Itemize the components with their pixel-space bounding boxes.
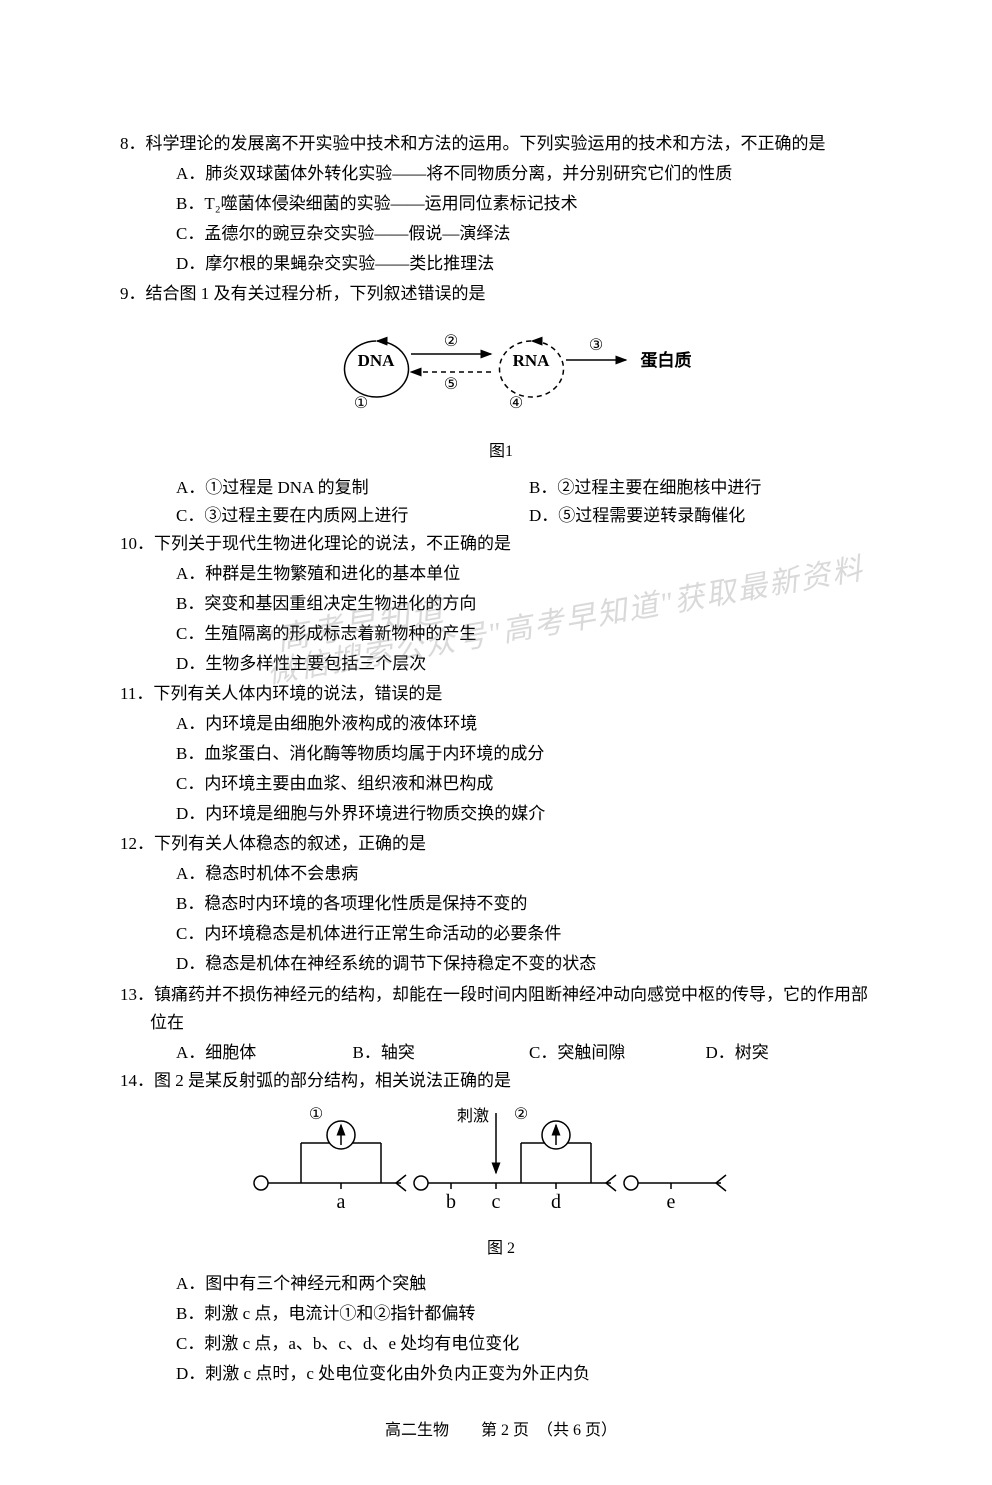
q11-stem: 11．下列有关人体内环境的说法，错误的是: [120, 680, 882, 708]
q9-opt-d: D．⑤过程需要逆转录酶催化: [529, 502, 882, 530]
q13-opt-b: B．轴突: [353, 1039, 530, 1067]
q13-opt-c: C．突触间隙: [529, 1039, 706, 1067]
q13-stem: 13．镇痛药并不损伤神经元的结构，却能在一段时间内阻断神经冲动向感觉中枢的传导，…: [120, 981, 882, 1037]
q8-opt-a: A．肺炎双球菌体外转化实验——将不同物质分离，并分别研究它们的性质: [176, 160, 882, 188]
q9-opt-a: A．①过程是 DNA 的复制: [176, 474, 529, 502]
q14-opt-b: B．刺激 c 点，电流计①和②指针都偏转: [176, 1300, 882, 1328]
fig1-n4: ④: [509, 395, 523, 412]
fig1-n1: ①: [354, 395, 368, 412]
q8-opt-c: C．孟德尔的豌豆杂交实验——假说—演绎法: [176, 220, 882, 248]
fig2-n2: ②: [514, 1106, 528, 1123]
q13-options: A．细胞体 B．轴突 C．突触间隙 D．树突: [120, 1039, 882, 1067]
q14-opt-a: A．图中有三个神经元和两个突触: [176, 1270, 882, 1298]
q11-opt-c: C．内环境主要由血浆、组织液和淋巴构成: [176, 770, 882, 798]
fig2-e: e: [667, 1191, 676, 1213]
figure-2: ① 刺激 ② a b c d e 图 2: [120, 1103, 882, 1262]
q9-opt-b: B．②过程主要在细胞核中进行: [529, 474, 882, 502]
figure-1-svg: DNA ① ② ⑤ RNA ④ ③ 蛋白质: [291, 316, 711, 426]
q14-stem: 14．图 2 是某反射弧的部分结构，相关说法正确的是: [120, 1067, 882, 1095]
fig2-stim: 刺激: [457, 1107, 489, 1125]
q9-opt-c: C．③过程主要在内质网上进行: [176, 502, 529, 530]
fig2-c: c: [492, 1191, 501, 1213]
figure-2-svg: ① 刺激 ② a b c d e: [241, 1103, 761, 1223]
fig2-b: b: [446, 1191, 456, 1213]
q10-opt-a: A．种群是生物繁殖和进化的基本单位: [176, 560, 882, 588]
fig2-n1: ①: [309, 1106, 323, 1123]
q12-stem: 12．下列有关人体稳态的叙述，正确的是: [120, 830, 882, 858]
q12-options: A．稳态时机体不会患病 B．稳态时内环境的各项理化性质是保持不变的 C．内环境稳…: [120, 860, 882, 978]
q8-options: A．肺炎双球菌体外转化实验——将不同物质分离，并分别研究它们的性质 B．T₂噬菌…: [120, 160, 882, 278]
q10-opt-d: D．生物多样性主要包括三个层次: [176, 650, 882, 678]
q8-opt-b: B．T₂噬菌体侵染细菌的实验——运用同位素标记技术: [176, 190, 882, 218]
page: "高考早知道" 微信搜索公众号"高考早知道"获取最新资料 8．科学理论的发展离不…: [0, 0, 992, 1485]
q14-options: A．图中有三个神经元和两个突触 B．刺激 c 点，电流计①和②指针都偏转 C．刺…: [120, 1270, 882, 1388]
q12-opt-c: C．内环境稳态是机体进行正常生命活动的必要条件: [176, 920, 882, 948]
fig1-protein: 蛋白质: [641, 350, 692, 370]
q9-row-cd: C．③过程主要在内质网上进行 D．⑤过程需要逆转录酶催化: [120, 502, 882, 530]
q9-row-ab: A．①过程是 DNA 的复制 B．②过程主要在细胞核中进行: [120, 474, 882, 502]
fig2-d: d: [551, 1191, 561, 1213]
q10-opt-c: C．生殖隔离的形成标志着新物种的产生: [176, 620, 882, 648]
figure-1: DNA ① ② ⑤ RNA ④ ③ 蛋白质 图1: [120, 316, 882, 465]
q11-opt-b: B．血浆蛋白、消化酶等物质均属于内环境的成分: [176, 740, 882, 768]
q10-options: A．种群是生物繁殖和进化的基本单位 B．突变和基因重组决定生物进化的方向 C．生…: [120, 560, 882, 678]
fig2-a: a: [337, 1191, 346, 1213]
q13-opt-d: D．树突: [706, 1039, 883, 1067]
q10-opt-b: B．突变和基因重组决定生物进化的方向: [176, 590, 882, 618]
q12-opt-a: A．稳态时机体不会患病: [176, 860, 882, 888]
q8-stem: 8．科学理论的发展离不开实验中技术和方法的运用。下列实验运用的技术和方法，不正确…: [120, 130, 882, 158]
q11-opt-d: D．内环境是细胞与外界环境进行物质交换的媒介: [176, 800, 882, 828]
q12-opt-d: D．稳态是机体在神经系统的调节下保持稳定不变的状态: [176, 950, 882, 978]
fig2-caption: 图 2: [120, 1236, 882, 1262]
fig1-dna: DNA: [358, 351, 396, 370]
q9-stem: 9．结合图 1 及有关过程分析，下列叙述错误的是: [120, 280, 882, 308]
fig1-n2: ②: [444, 333, 458, 350]
fig1-rna: RNA: [513, 351, 551, 370]
page-footer: 高二生物 第 2 页 （共 6 页）: [120, 1418, 882, 1444]
q14-opt-c: C．刺激 c 点，a、b、c、d、e 处均有电位变化: [176, 1330, 882, 1358]
q11-opt-a: A．内环境是由细胞外液构成的液体环境: [176, 710, 882, 738]
q14-opt-d: D．刺激 c 点时，c 处电位变化由外负内正变为外正内负: [176, 1360, 882, 1388]
q10-stem: 10．下列关于现代生物进化理论的说法，不正确的是: [120, 530, 882, 558]
fig1-n3: ③: [589, 337, 603, 354]
fig1-n5: ⑤: [444, 376, 458, 393]
q8-opt-d: D．摩尔根的果蝇杂交实验——类比推理法: [176, 250, 882, 278]
q13-opt-a: A．细胞体: [176, 1039, 353, 1067]
q11-options: A．内环境是由细胞外液构成的液体环境 B．血浆蛋白、消化酶等物质均属于内环境的成…: [120, 710, 882, 828]
fig1-caption: 图1: [120, 439, 882, 465]
q12-opt-b: B．稳态时内环境的各项理化性质是保持不变的: [176, 890, 882, 918]
